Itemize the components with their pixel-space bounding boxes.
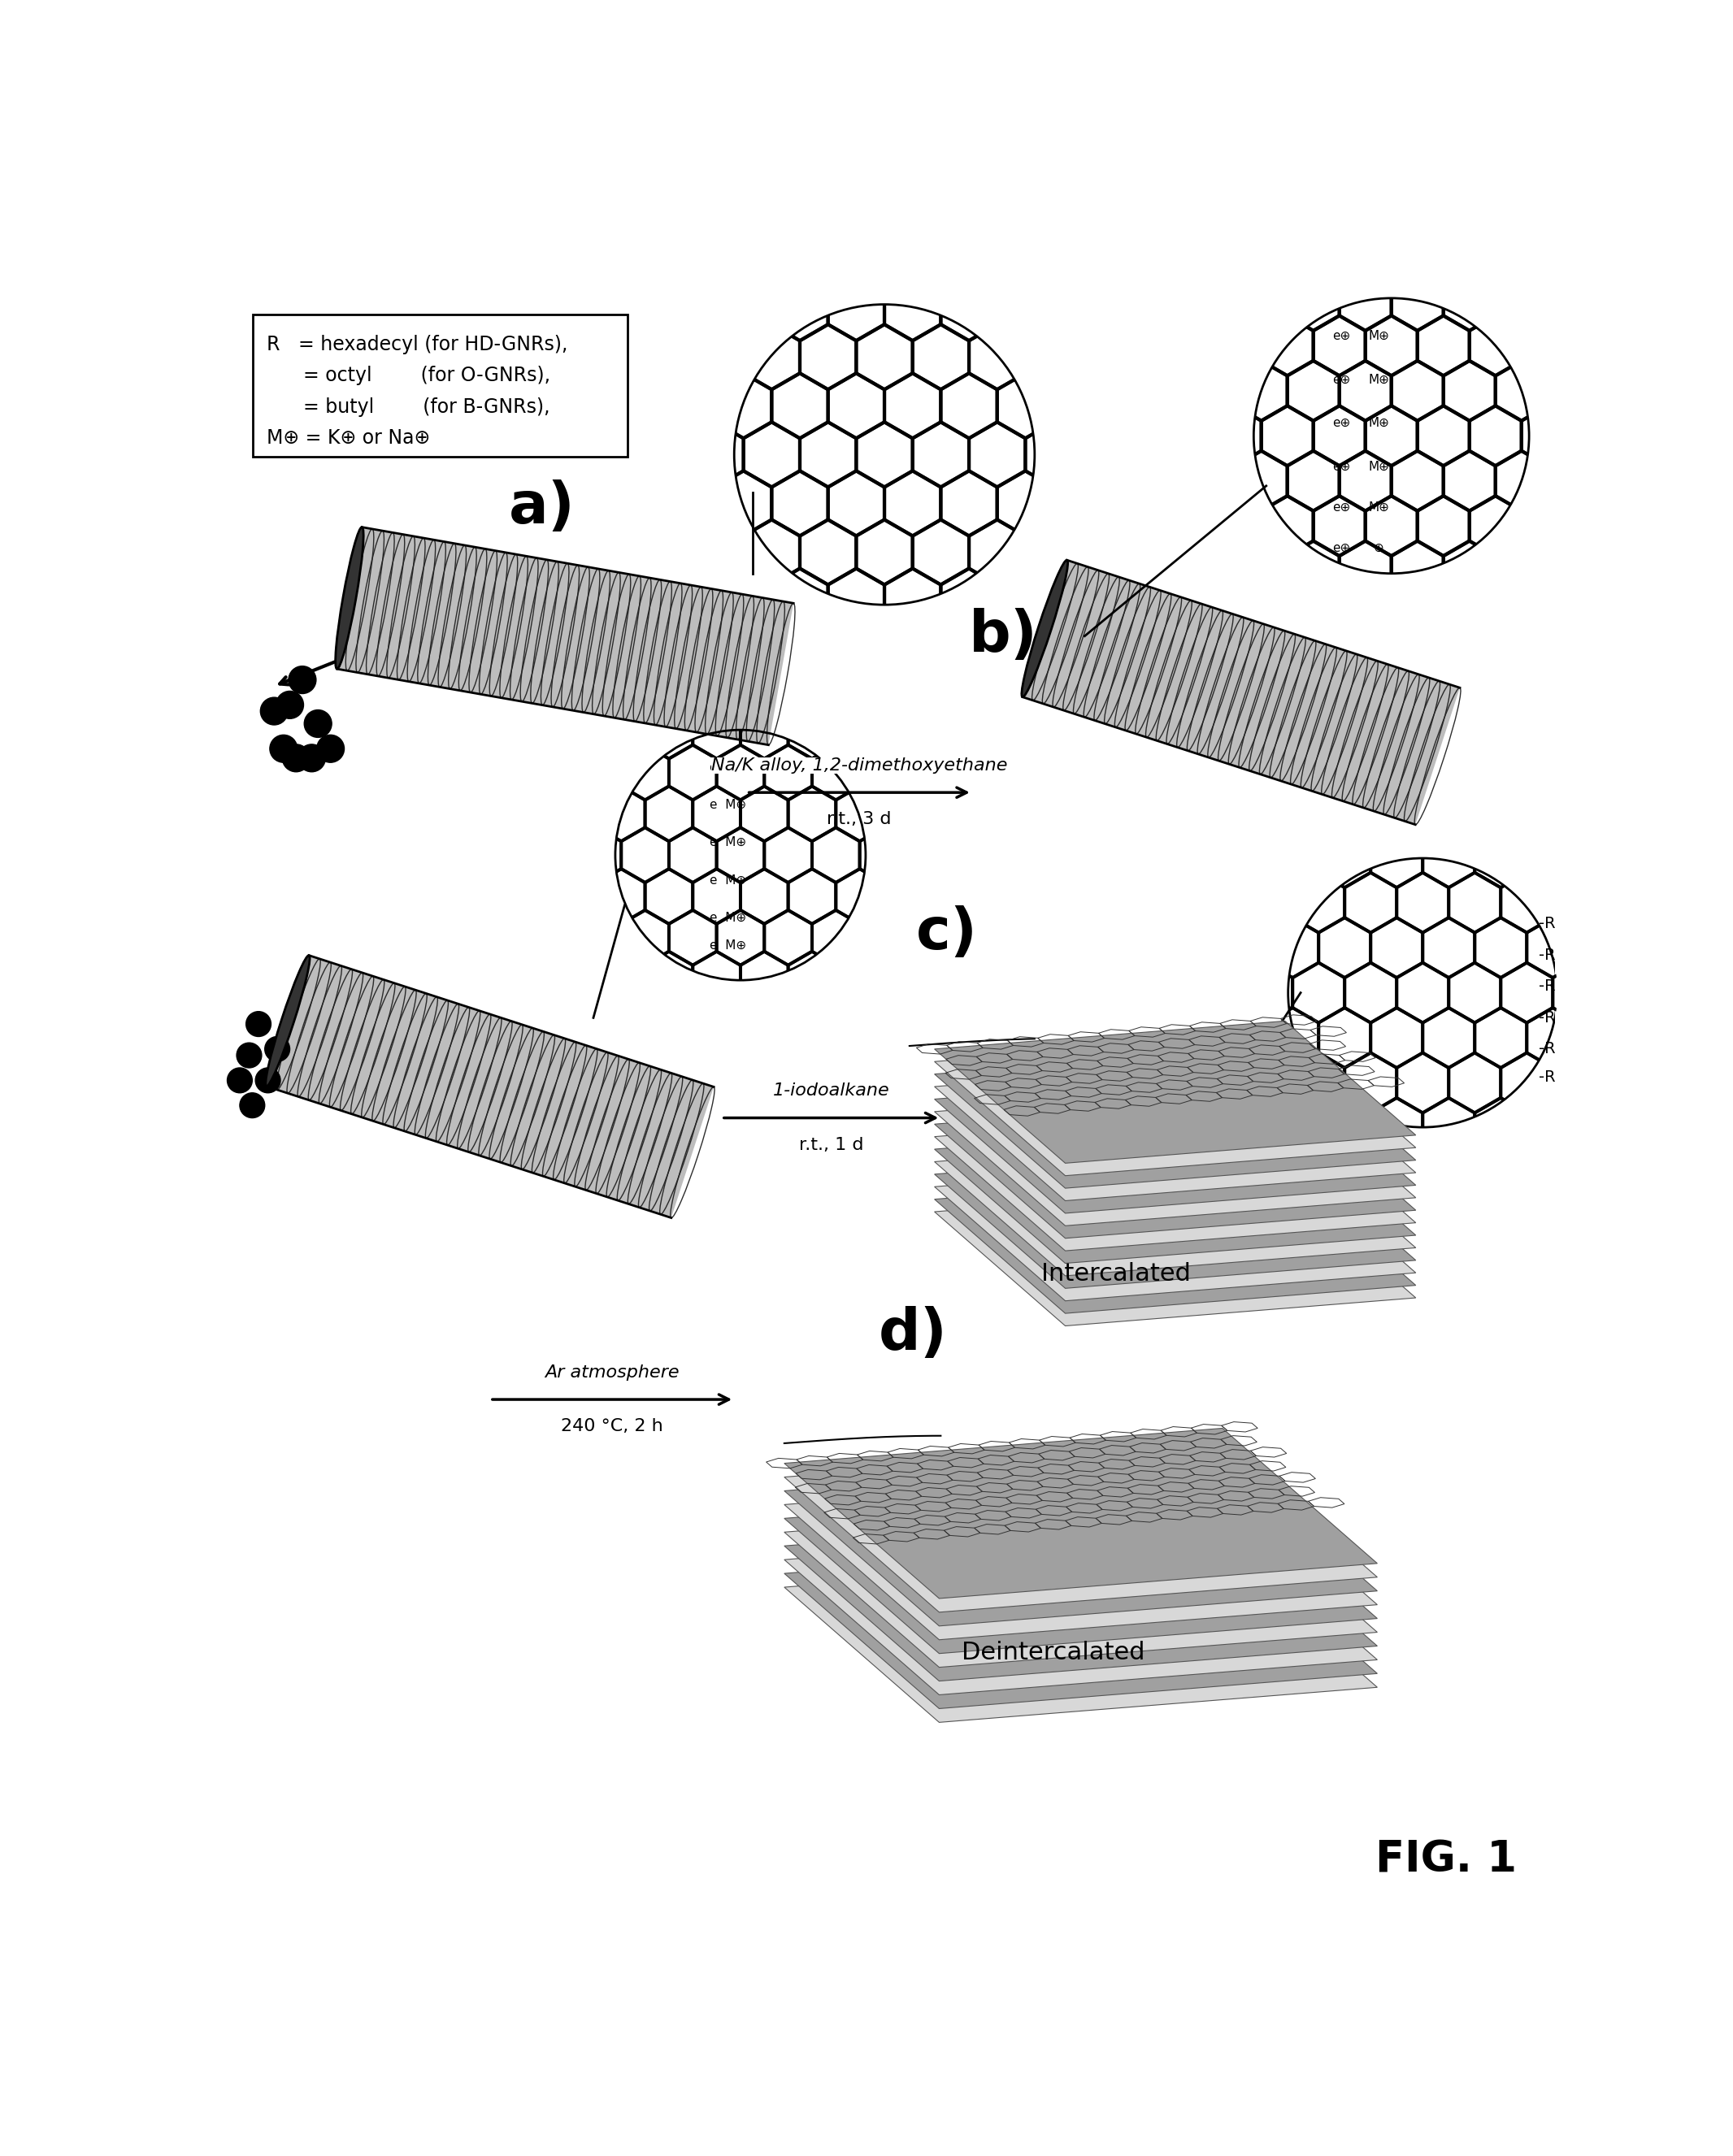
Polygon shape — [934, 1059, 1416, 1201]
Circle shape — [276, 692, 303, 718]
Text: = butyl        (for B-GNRs),: = butyl (for B-GNRs), — [267, 397, 549, 416]
Text: r.t., 1 d: r.t., 1 d — [799, 1136, 863, 1153]
Polygon shape — [785, 1496, 1378, 1667]
Polygon shape — [785, 1442, 1378, 1613]
Circle shape — [298, 744, 326, 772]
Text: -R: -R — [1539, 916, 1555, 931]
Text: e⊕: e⊕ — [1333, 418, 1350, 429]
Polygon shape — [934, 1158, 1416, 1300]
Circle shape — [255, 1067, 281, 1093]
Text: R   = hexadecyl (for HD-GNRs),: R = hexadecyl (for HD-GNRs), — [267, 334, 568, 354]
Polygon shape — [934, 1147, 1416, 1289]
Text: M⊕: M⊕ — [1369, 418, 1390, 429]
Polygon shape — [785, 1524, 1378, 1695]
Circle shape — [317, 735, 345, 763]
Text: r.t., 3 d: r.t., 3 d — [827, 811, 892, 828]
Text: e⊕: e⊕ — [1333, 502, 1350, 513]
Text: d): d) — [879, 1307, 948, 1363]
Text: M⊕: M⊕ — [1369, 502, 1390, 513]
Polygon shape — [785, 1511, 1378, 1682]
Text: Ar atmosphere: Ar atmosphere — [544, 1365, 679, 1380]
Polygon shape — [267, 955, 714, 1218]
Text: M⊕: M⊕ — [1369, 373, 1390, 386]
Polygon shape — [934, 1084, 1416, 1227]
Polygon shape — [934, 1095, 1416, 1238]
Polygon shape — [785, 1552, 1378, 1723]
Text: -R: -R — [1539, 1069, 1555, 1084]
Text: 1-iodoalkane: 1-iodoalkane — [773, 1082, 889, 1100]
Text: -R: -R — [1539, 1041, 1555, 1056]
Text: e  M⊕: e M⊕ — [709, 837, 747, 849]
Circle shape — [237, 1044, 262, 1067]
FancyBboxPatch shape — [253, 315, 627, 457]
Circle shape — [270, 735, 298, 763]
Ellipse shape — [1022, 561, 1068, 696]
Ellipse shape — [265, 955, 310, 1087]
Polygon shape — [336, 528, 794, 746]
Text: e  M⊕: e M⊕ — [709, 940, 747, 953]
Polygon shape — [934, 1108, 1416, 1250]
Polygon shape — [934, 1121, 1416, 1263]
Text: e  M⊕: e M⊕ — [709, 761, 747, 774]
Text: e  M⊕: e M⊕ — [709, 873, 747, 886]
Text: e⊕: e⊕ — [1333, 373, 1350, 386]
Circle shape — [282, 744, 310, 772]
Text: e⊕: e⊕ — [1333, 330, 1350, 343]
Text: e  M⊕: e M⊕ — [709, 800, 747, 811]
Polygon shape — [934, 1046, 1416, 1188]
Circle shape — [227, 1067, 253, 1093]
Polygon shape — [934, 1171, 1416, 1313]
Circle shape — [260, 696, 288, 724]
Polygon shape — [785, 1427, 1378, 1598]
Circle shape — [289, 666, 315, 694]
Text: -R: -R — [1539, 946, 1555, 964]
Text: a): a) — [510, 479, 575, 535]
Polygon shape — [785, 1539, 1378, 1708]
Text: Deintercalated: Deintercalated — [962, 1641, 1146, 1664]
Text: M⊕: M⊕ — [1369, 330, 1390, 343]
Polygon shape — [934, 1134, 1416, 1276]
Text: Na/K alloy, 1,2-dimethoxyethane: Na/K alloy, 1,2-dimethoxyethane — [711, 757, 1007, 774]
Polygon shape — [785, 1455, 1378, 1626]
Text: M⊕: M⊕ — [1369, 461, 1390, 472]
Text: -R: -R — [1539, 979, 1555, 994]
Text: e⊕: e⊕ — [1333, 543, 1350, 554]
Text: M⊕ = K⊕ or Na⊕: M⊕ = K⊕ or Na⊕ — [267, 429, 430, 448]
Text: FIG. 1: FIG. 1 — [1374, 1839, 1516, 1882]
Polygon shape — [785, 1483, 1378, 1654]
Polygon shape — [1022, 561, 1459, 824]
Text: ⊕: ⊕ — [1374, 543, 1385, 554]
Circle shape — [265, 1037, 289, 1061]
Circle shape — [246, 1011, 270, 1037]
Text: 240 °C, 2 h: 240 °C, 2 h — [561, 1419, 664, 1434]
Text: e  M⊕: e M⊕ — [709, 912, 747, 923]
Circle shape — [305, 709, 331, 737]
Text: c): c) — [915, 906, 977, 962]
Polygon shape — [785, 1470, 1378, 1641]
Text: -R: -R — [1539, 1009, 1555, 1026]
Polygon shape — [934, 1033, 1416, 1175]
Text: e⊕: e⊕ — [1333, 461, 1350, 472]
Circle shape — [239, 1093, 265, 1117]
Text: = octyl        (for O-GNRs),: = octyl (for O-GNRs), — [267, 367, 551, 386]
Polygon shape — [934, 1072, 1416, 1214]
Ellipse shape — [336, 526, 364, 668]
Polygon shape — [934, 1022, 1416, 1164]
Polygon shape — [934, 1184, 1416, 1326]
Text: Intercalated: Intercalated — [1042, 1261, 1191, 1285]
Text: b): b) — [969, 608, 1038, 664]
